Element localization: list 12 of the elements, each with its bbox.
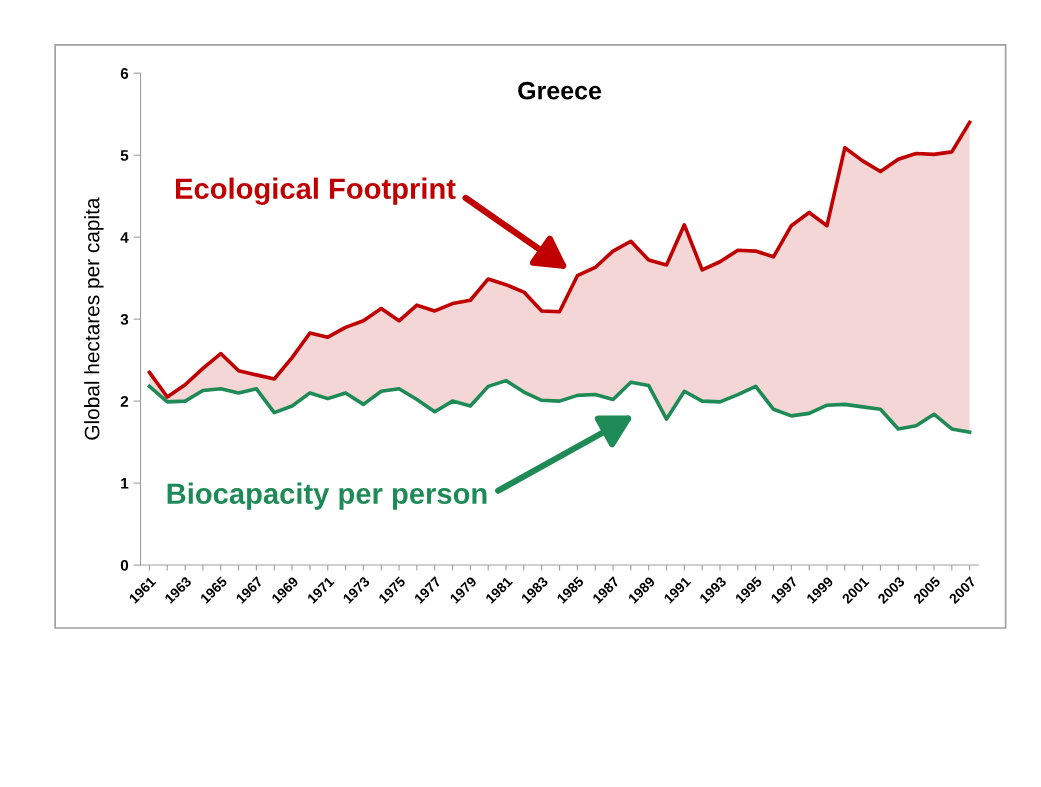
y-tick-label: 5 xyxy=(120,150,129,161)
y-tick-label: 2 xyxy=(120,395,129,407)
y-tick-label: 3 xyxy=(120,314,129,325)
y-tick-label: 6 xyxy=(120,68,129,79)
y-tick-label: 0 xyxy=(120,559,129,571)
text: Biocapacity per person xyxy=(167,482,487,510)
y-axis-title: Global hectares per capita xyxy=(84,197,104,440)
chart-title: Greece xyxy=(518,81,602,100)
text: Ecological Footprint xyxy=(176,177,456,205)
y-tick-label: 4 xyxy=(120,232,129,243)
y-tick-label: 1 xyxy=(121,478,129,489)
line-series xyxy=(147,378,972,435)
